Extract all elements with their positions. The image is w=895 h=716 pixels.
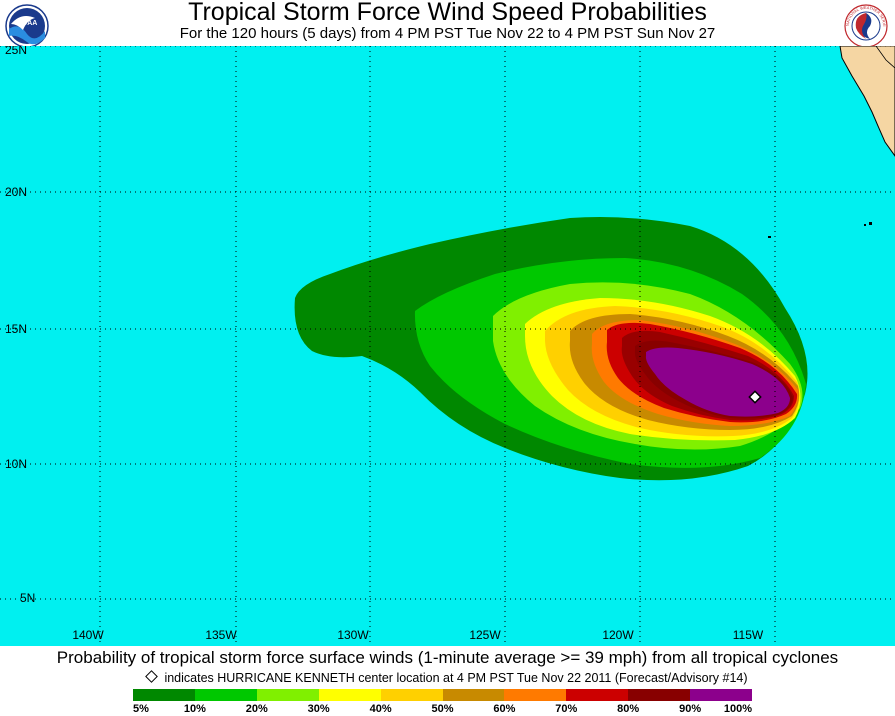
- longitude-label-130w: 130W: [337, 628, 369, 642]
- land-mexico: [839, 46, 895, 157]
- legend-tick-label: 100%: [723, 703, 753, 715]
- map-caption: Probability of tropical storm force surf…: [56, 648, 839, 667]
- page-subtitle: For the 120 hours (5 days) from 4 PM PST…: [179, 25, 716, 42]
- legend-swatch: [194, 689, 258, 701]
- diamond-icon: [748, 390, 762, 404]
- legend-swatch: [380, 689, 443, 701]
- latitude-label-20n: 20N: [5, 185, 27, 199]
- legend-swatch: [133, 689, 196, 701]
- legend-tick-label: 5%: [133, 703, 149, 715]
- legend-swatch: [256, 689, 320, 701]
- legend-tick-label: 90%: [679, 703, 702, 715]
- lat-lon-grid: [0, 46, 895, 646]
- legend-tick-label: 70%: [555, 703, 578, 715]
- legend-tick-label: 30%: [307, 703, 330, 715]
- nws-logo: NATIONAL WEATHER SERVICE: [844, 4, 888, 48]
- diamond-icon: [145, 670, 159, 683]
- longitude-label-115w: 115W: [733, 628, 764, 642]
- legend-tick-label: 40%: [369, 703, 392, 715]
- legend-swatch: [442, 689, 505, 701]
- baja-tip: [875, 46, 895, 69]
- header: NOAA Tropical Storm Force Wind Speed Pro…: [0, 0, 895, 48]
- storm-center-note: indicates HURRICANE KENNETH center locat…: [0, 670, 895, 686]
- legend-swatch: [690, 689, 753, 701]
- probability-map: 25N 20N 15N 10N 5N 140W 135W 130W 125W 1…: [0, 46, 895, 646]
- svg-text:NOAA: NOAA: [17, 20, 38, 27]
- legend-tick-label: 10%: [183, 703, 206, 715]
- legend-swatch: [628, 689, 691, 701]
- legend-tick-label: 80%: [617, 703, 640, 715]
- islands: [768, 222, 872, 238]
- legend-swatch: [318, 689, 382, 701]
- legend-swatch: [504, 689, 567, 701]
- noaa-logo: NOAA: [5, 4, 49, 48]
- legend-tick-label: 50%: [431, 703, 454, 715]
- latitude-label-15n: 15N: [5, 322, 27, 336]
- longitude-label-125w: 125W: [469, 628, 501, 642]
- latitude-label-25n: 25N: [5, 46, 27, 57]
- legend-color-bar: [133, 689, 753, 701]
- longitude-label-140w: 140W: [72, 628, 104, 642]
- storm-center-note-text: indicates HURRICANE KENNETH center locat…: [164, 671, 748, 685]
- legend-tick-label: 20%: [245, 703, 268, 715]
- legend-swatch: [566, 689, 629, 701]
- legend-tick-label: 60%: [493, 703, 516, 715]
- probability-contours: [294, 217, 808, 481]
- longitude-label-120w: 120W: [602, 628, 634, 642]
- latitude-label-5n: 5N: [20, 591, 35, 605]
- page-title: Tropical Storm Force Wind Speed Probabil…: [188, 0, 707, 26]
- latitude-label-10n: 10N: [5, 457, 27, 471]
- footer: Probability of tropical storm force surf…: [0, 646, 895, 716]
- longitude-label-135w: 135W: [205, 628, 237, 642]
